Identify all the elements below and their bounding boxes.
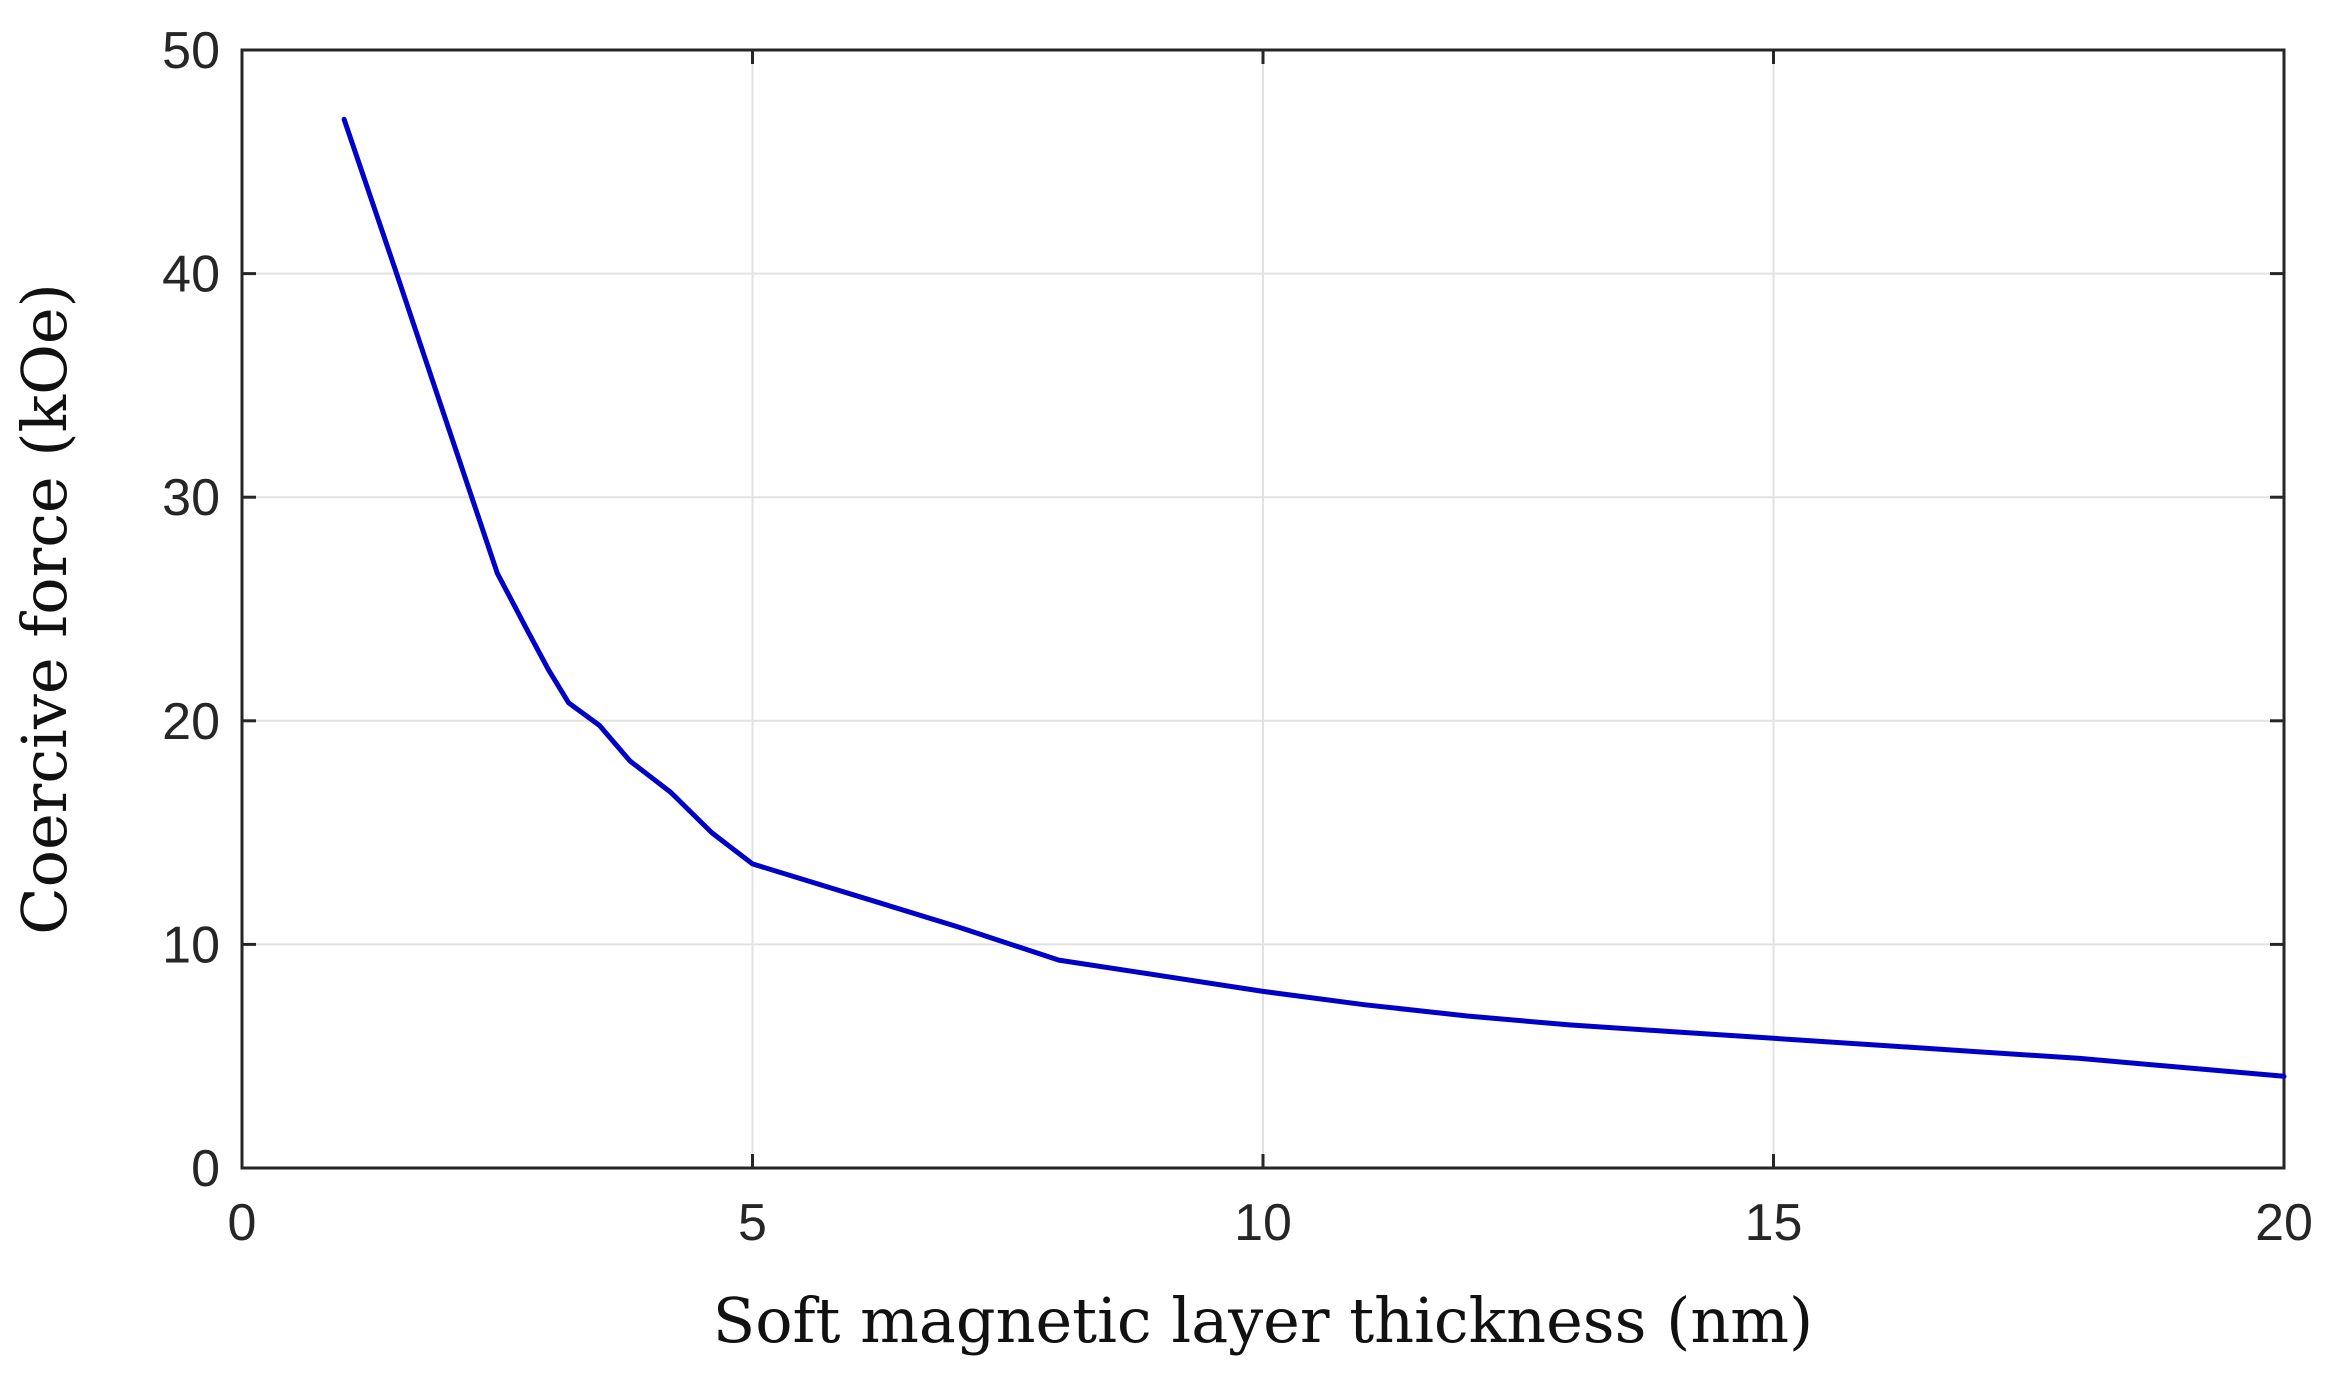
x-axis-tick-labels: 0 5 10 15 20 (228, 1194, 2313, 1252)
y-tick-label: 0 (191, 1140, 220, 1198)
y-axis-tick-labels: 0 10 20 30 40 50 (162, 22, 220, 1198)
grid-lines (242, 50, 2284, 1168)
y-tick-label: 10 (162, 916, 220, 974)
x-tick-label: 15 (1745, 1194, 1803, 1252)
x-tick-label: 5 (738, 1194, 767, 1252)
y-tick-label: 40 (162, 246, 220, 304)
axis-ticks (240, 48, 2286, 1170)
x-tick-label: 20 (2255, 1194, 2313, 1252)
x-tick-label: 10 (1234, 1194, 1292, 1252)
x-tick-label: 0 (228, 1194, 257, 1252)
y-tick-label: 50 (162, 22, 220, 80)
y-tick-label: 30 (162, 469, 220, 527)
series-group (341, 116, 2287, 1079)
series-line-0 (341, 116, 2287, 1079)
x-axis-title: Soft magnetic layer thickness (nm) (713, 1284, 1814, 1357)
y-axis-title: Coercive force (kOe) (8, 283, 81, 935)
y-tick-label: 20 (162, 693, 220, 751)
